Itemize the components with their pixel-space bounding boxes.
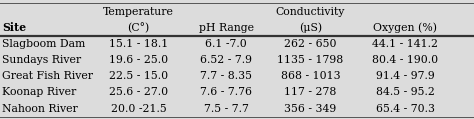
Text: Great Fish River: Great Fish River xyxy=(2,71,93,81)
Text: 6.1 -7.0: 6.1 -7.0 xyxy=(205,39,247,49)
Text: Temperature: Temperature xyxy=(103,7,174,17)
Text: 19.6 - 25.0: 19.6 - 25.0 xyxy=(109,55,168,65)
Text: 22.5 - 15.0: 22.5 - 15.0 xyxy=(109,71,168,81)
Text: Oxygen (%): Oxygen (%) xyxy=(373,22,438,33)
Text: 7.5 - 7.7: 7.5 - 7.7 xyxy=(204,104,249,114)
Text: Nahoon River: Nahoon River xyxy=(2,104,78,114)
Text: 65.4 - 70.3: 65.4 - 70.3 xyxy=(376,104,435,114)
Text: pH Range: pH Range xyxy=(199,23,254,33)
Text: 15.1 - 18.1: 15.1 - 18.1 xyxy=(109,39,168,49)
Text: Koonap River: Koonap River xyxy=(2,87,77,97)
Text: 7.7 - 8.35: 7.7 - 8.35 xyxy=(201,71,252,81)
Text: 6.52 - 7.9: 6.52 - 7.9 xyxy=(201,55,252,65)
Text: 7.6 - 7.76: 7.6 - 7.76 xyxy=(201,87,252,97)
Text: Site: Site xyxy=(2,22,27,33)
Text: Conductivity: Conductivity xyxy=(276,7,345,17)
Text: 356 - 349: 356 - 349 xyxy=(284,104,337,114)
Text: 1135 - 1798: 1135 - 1798 xyxy=(277,55,344,65)
Text: 25.6 - 27.0: 25.6 - 27.0 xyxy=(109,87,168,97)
Text: Sundays River: Sundays River xyxy=(2,55,82,65)
Text: 84.5 - 95.2: 84.5 - 95.2 xyxy=(376,87,435,97)
Text: Slagboom Dam: Slagboom Dam xyxy=(2,39,86,49)
Text: (μS): (μS) xyxy=(299,22,322,33)
Text: (C°): (C°) xyxy=(128,22,150,33)
Text: 44.1 - 141.2: 44.1 - 141.2 xyxy=(372,39,438,49)
Text: 117 - 278: 117 - 278 xyxy=(284,87,337,97)
Text: 80.4 - 190.0: 80.4 - 190.0 xyxy=(372,55,438,65)
Text: 20.0 -21.5: 20.0 -21.5 xyxy=(111,104,166,114)
Text: 91.4 - 97.9: 91.4 - 97.9 xyxy=(376,71,435,81)
Text: 868 - 1013: 868 - 1013 xyxy=(281,71,340,81)
Text: 262 - 650: 262 - 650 xyxy=(284,39,337,49)
